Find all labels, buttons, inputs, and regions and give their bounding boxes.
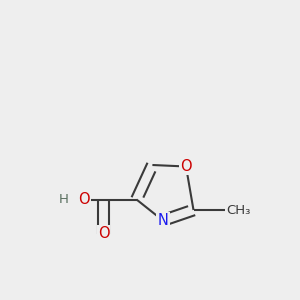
Text: O: O [98, 226, 109, 242]
Text: CH₃: CH₃ [226, 203, 251, 217]
Text: O: O [78, 192, 90, 207]
Text: N: N [158, 213, 168, 228]
Text: H: H [59, 193, 69, 206]
Text: O: O [180, 159, 192, 174]
